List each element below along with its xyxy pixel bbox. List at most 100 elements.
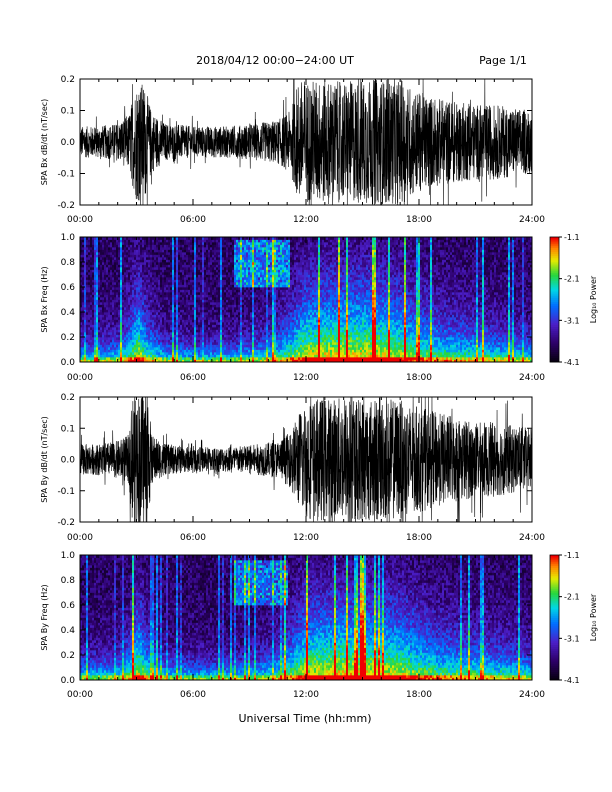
spectrogram-cell bbox=[160, 305, 162, 308]
spectrogram-cell bbox=[124, 342, 126, 345]
spectrogram-cell bbox=[146, 272, 148, 275]
spectrogram-cell bbox=[104, 300, 106, 303]
spectrogram-cell bbox=[88, 240, 90, 243]
spectrogram-cell bbox=[132, 290, 134, 293]
spectrogram-cell bbox=[270, 242, 272, 245]
spectrogram-cell bbox=[172, 342, 174, 345]
spectrogram-cell bbox=[102, 347, 104, 350]
spectrogram-cell bbox=[212, 297, 214, 300]
spectrogram-cell bbox=[148, 332, 150, 335]
spectrogram-cell bbox=[164, 282, 166, 285]
spectrogram-cell bbox=[206, 267, 208, 270]
spectrogram-cell bbox=[246, 320, 248, 323]
spectrogram-cell bbox=[152, 320, 154, 323]
spectrogram-cell bbox=[138, 240, 140, 243]
spectrogram-cell bbox=[150, 302, 152, 305]
spectrogram-cell bbox=[216, 347, 218, 350]
spectrogram-cell bbox=[116, 342, 118, 345]
spectrogram-cell bbox=[144, 297, 146, 300]
spectrogram-cell bbox=[204, 277, 206, 280]
spectrogram-cell bbox=[210, 342, 212, 345]
spectrogram-cell bbox=[218, 267, 220, 270]
spectrogram-cell bbox=[232, 257, 234, 260]
spectrogram-cell bbox=[238, 270, 240, 273]
spectrogram-cell bbox=[220, 265, 222, 268]
spectrogram-cell bbox=[178, 347, 180, 350]
spectrogram-cell bbox=[188, 330, 190, 333]
spectrogram-cell bbox=[166, 307, 168, 310]
spectrogram-cell bbox=[154, 342, 156, 345]
spectrogram-cell bbox=[140, 335, 142, 338]
spectrogram-cell bbox=[88, 260, 90, 263]
spectrogram-cell bbox=[194, 352, 196, 355]
spectrogram-cell bbox=[168, 350, 170, 353]
spectrogram-cell bbox=[238, 285, 240, 288]
spectrogram-cell bbox=[104, 282, 106, 285]
spectrogram-cell bbox=[252, 267, 254, 270]
spectrogram-cell bbox=[124, 337, 126, 340]
spectrogram-cell bbox=[168, 262, 170, 265]
spectrogram-cell bbox=[124, 352, 126, 355]
spectrogram-cell bbox=[212, 280, 214, 283]
spectrogram-cell bbox=[88, 337, 90, 340]
spectrogram-cell bbox=[226, 350, 228, 353]
spectrogram-cell bbox=[172, 330, 174, 333]
spectrogram-cell bbox=[102, 267, 104, 270]
spectrogram-cell bbox=[202, 337, 204, 340]
spectrogram-cell bbox=[158, 292, 160, 295]
spectrogram-cell bbox=[206, 310, 208, 313]
spectrogram-cell bbox=[216, 317, 218, 320]
spectrogram-cell bbox=[114, 310, 116, 313]
spectrogram-cell bbox=[132, 295, 134, 298]
spectrogram-cell bbox=[124, 335, 126, 338]
spectrogram-cell bbox=[242, 295, 244, 298]
spectrogram-cell bbox=[254, 282, 256, 285]
spectrogram-cell bbox=[136, 347, 138, 350]
spectrogram-cell bbox=[144, 290, 146, 293]
spectrogram-cell bbox=[180, 297, 182, 300]
spectrogram-cell bbox=[206, 332, 208, 335]
spectrogram-cell bbox=[250, 307, 252, 310]
spectrogram-cell bbox=[192, 295, 194, 298]
spectrogram-cell bbox=[180, 272, 182, 275]
spectrogram-cell bbox=[94, 305, 96, 308]
spectrogram-cell bbox=[120, 245, 122, 248]
spectrogram-cell bbox=[82, 355, 84, 358]
spectrogram-cell bbox=[150, 305, 152, 308]
spectrogram-cell bbox=[248, 342, 250, 345]
spectrogram-cell bbox=[148, 300, 150, 303]
spectrogram-cell bbox=[148, 270, 150, 273]
spectrogram-cell bbox=[176, 280, 178, 283]
spectrogram-cell bbox=[216, 310, 218, 313]
spectrogram-cell bbox=[166, 335, 168, 338]
spectrogram-cell bbox=[160, 312, 162, 315]
spectrogram-cell bbox=[224, 282, 226, 285]
spectrogram-cell bbox=[142, 342, 144, 345]
spectrogram-cell bbox=[158, 300, 160, 303]
spectrogram-cell bbox=[226, 340, 228, 343]
spectrogram-cell bbox=[88, 350, 90, 353]
spectrogram-cell bbox=[120, 315, 122, 318]
spectrogram-cell bbox=[200, 310, 202, 313]
spectrogram-cell bbox=[166, 330, 168, 333]
spectrogram-cell bbox=[212, 265, 214, 268]
spectrogram-cell bbox=[270, 250, 272, 253]
spectrogram-cell bbox=[202, 257, 204, 260]
spectrogram-cell bbox=[172, 322, 174, 325]
spectrogram-cell bbox=[234, 270, 236, 273]
spectrogram-cell bbox=[122, 317, 124, 320]
spectrogram-cell bbox=[144, 252, 146, 255]
spectrogram-cell bbox=[234, 297, 236, 300]
spectrogram-cell bbox=[142, 345, 144, 348]
spectrogram-cell bbox=[200, 295, 202, 298]
spectrogram-cell bbox=[150, 275, 152, 278]
spectrogram-cell bbox=[150, 310, 152, 313]
spectrogram-cell bbox=[138, 312, 140, 315]
spectrogram-cell bbox=[122, 297, 124, 300]
spectrogram-cell bbox=[258, 315, 260, 318]
spectrogram-cell bbox=[198, 250, 200, 253]
spectrogram-cell bbox=[184, 287, 186, 290]
spectrogram-cell bbox=[254, 290, 256, 293]
spectrogram-cell bbox=[250, 272, 252, 275]
spectrogram-cell bbox=[274, 257, 276, 260]
